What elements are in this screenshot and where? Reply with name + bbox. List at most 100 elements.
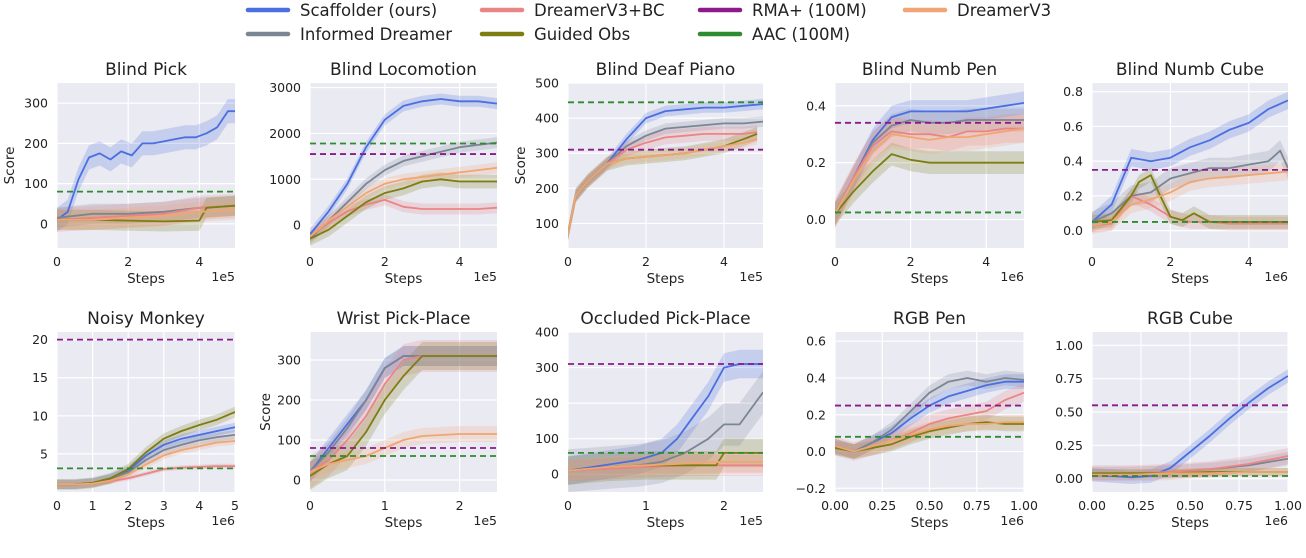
x-tick-label: 0.75: [963, 498, 991, 513]
chart-title: Blind Numb Pen: [862, 60, 997, 80]
series-line-dreamerv3-bc: [57, 204, 235, 221]
y-tick-label: 300: [277, 353, 301, 368]
band-scaffolder-ours: [835, 91, 1024, 226]
series-line-scaffolder-ours: [1092, 99, 1288, 223]
series-line-dreamerv3-bc: [568, 464, 763, 472]
chart-blind-deaf-piano: 0 2 4 100 200 300 400 500 Blind Deaf Piano Steps 1…: [513, 60, 763, 287]
series-line-dreamerv3: [568, 138, 758, 235]
x-axis-exponent: 1e5: [473, 513, 497, 528]
x-tick-label: 0: [53, 498, 61, 513]
legend-item-guided-obs: Guided Obs: [479, 25, 630, 44]
y-tick-label: 200: [24, 136, 48, 151]
series-line-dreamerv3: [57, 440, 235, 486]
band-informed-dreamer: [568, 371, 763, 492]
x-tick-label: 0: [306, 254, 314, 269]
x-axis-label: Steps: [911, 515, 949, 531]
x-tick-label: 2: [907, 254, 915, 269]
chart-rgb-pen: 0.00 0.25 0.50 0.75 1.00 −0.2 0.0 0.2 0.4 0.6 RGB …: [796, 309, 1038, 531]
x-tick-label: 4: [195, 498, 203, 513]
x-axis-label: Steps: [647, 271, 685, 287]
band-scaffolder-ours: [310, 346, 497, 482]
y-tick-label: 15: [32, 370, 48, 385]
series-line-informed-dreamer: [835, 377, 1024, 453]
series-line-dreamerv3-bc: [835, 127, 1024, 215]
chart-rgb-cube: 0.00 0.25 0.50 0.75 1.00 0.00 0.25 0.50 0.75 1.00…: [1055, 309, 1302, 531]
y-tick-label: 0.8: [1063, 84, 1083, 99]
x-axis-label: Steps: [1171, 515, 1209, 531]
plot-area: [310, 332, 497, 492]
plot-area: [1092, 83, 1288, 248]
y-tick-label: 0.50: [1055, 405, 1083, 420]
chart-title: Occluded Pick-Place: [580, 309, 750, 329]
y-tick-label: 0.4: [1063, 154, 1083, 169]
y-axis-label: Score: [258, 393, 274, 431]
x-tick-label: 2: [381, 254, 389, 269]
x-tick-label: 2: [124, 498, 132, 513]
chart-blind-numb-cube: 0 2 4 0.0 0.2 0.4 0.6 0.8 Blind Numb Cube Steps 1e…: [1063, 60, 1288, 287]
chart-title: Noisy Monkey: [87, 309, 205, 329]
x-tick-label: 1: [89, 498, 97, 513]
y-tick-label: 100: [535, 431, 559, 446]
x-tick-label: 0.50: [916, 498, 944, 513]
band-scaffolder-ours: [57, 99, 235, 232]
x-tick-label: 0: [53, 254, 61, 269]
legend-label: RMA+ (100M): [752, 1, 867, 20]
series-line-scaffolder-ours: [310, 98, 497, 235]
legend-item-informed-dreamer: Informed Dreamer: [245, 25, 452, 44]
x-tick-label: 4: [195, 254, 203, 269]
x-tick-label: 0.50: [1176, 498, 1204, 513]
y-tick-label: 400: [535, 111, 559, 126]
series-line-dreamerv3: [835, 127, 1024, 215]
band-dreamerv3: [835, 414, 1024, 459]
y-tick-label: 0.0: [806, 212, 826, 227]
y-tick-label: 0.0: [1063, 223, 1083, 238]
x-tick-label: 3: [160, 498, 168, 513]
y-axis-label: Score: [513, 147, 529, 185]
x-tick-label: 2: [124, 254, 132, 269]
y-tick-label: 100: [535, 216, 559, 231]
x-tick-label: 2: [642, 254, 650, 269]
x-tick-label: 4: [456, 254, 464, 269]
x-axis-exponent: 1e5: [211, 269, 235, 284]
band-dreamerv3: [568, 133, 758, 240]
chart-title: Wrist Pick-Place: [337, 309, 471, 329]
x-tick-label: 2: [456, 498, 464, 513]
chart-title: Blind Pick: [105, 60, 187, 80]
y-tick-label: −0.2: [796, 481, 826, 496]
chart-title: RGB Cube: [1147, 309, 1233, 329]
series-line-dreamerv3: [57, 208, 235, 221]
y-tick-label: 0: [551, 467, 559, 482]
x-tick-label: 0: [564, 254, 572, 269]
y-tick-label: 100: [24, 176, 48, 191]
band-dreamerv3-bc: [310, 340, 497, 488]
x-tick-label: 2: [720, 498, 728, 513]
x-axis-label: Steps: [385, 515, 423, 531]
legend-label: Guided Obs: [534, 25, 630, 44]
y-tick-label: 200: [535, 396, 559, 411]
legend-label: DreamerV3: [957, 1, 1051, 20]
legend-item-dreamerv3-bc: DreamerV3+BC: [479, 1, 665, 20]
band-guided-obs: [310, 342, 497, 490]
chart-wrist-pick-place: 0 1 2 0 100 200 300 Wrist Pick-Place Steps 1e5 Sco…: [258, 309, 497, 531]
legend-item-rma-100m: RMA+ (100M): [697, 1, 867, 20]
band-informed-dreamer: [310, 346, 497, 482]
y-tick-label: 300: [535, 146, 559, 161]
series-line-dreamerv3-bc: [310, 198, 497, 238]
y-tick-label: 0: [293, 473, 301, 488]
series-line-guided-obs: [310, 178, 497, 240]
x-axis-exponent: 1e5: [739, 269, 763, 284]
x-tick-label: 1.00: [1274, 498, 1302, 513]
chart-blind-locomotion: 0 2 4 0 1000 2000 3000 Blind Locomotion Steps 1e5: [269, 60, 497, 287]
x-tick-label: 0.00: [821, 498, 849, 513]
y-tick-label: 3000: [269, 80, 301, 95]
series-line-dreamerv3: [1092, 170, 1288, 227]
y-tick-label: 0.75: [1055, 371, 1083, 386]
band-informed-dreamer: [310, 137, 497, 245]
x-axis-exponent: 1e5: [473, 269, 497, 284]
chart-title: Blind Deaf Piano: [596, 60, 736, 80]
band-guided-obs: [568, 438, 763, 485]
y-tick-label: 200: [535, 181, 559, 196]
y-tick-label: 300: [24, 96, 48, 111]
band-dreamerv3: [57, 437, 235, 489]
x-tick-label: 4: [982, 254, 990, 269]
